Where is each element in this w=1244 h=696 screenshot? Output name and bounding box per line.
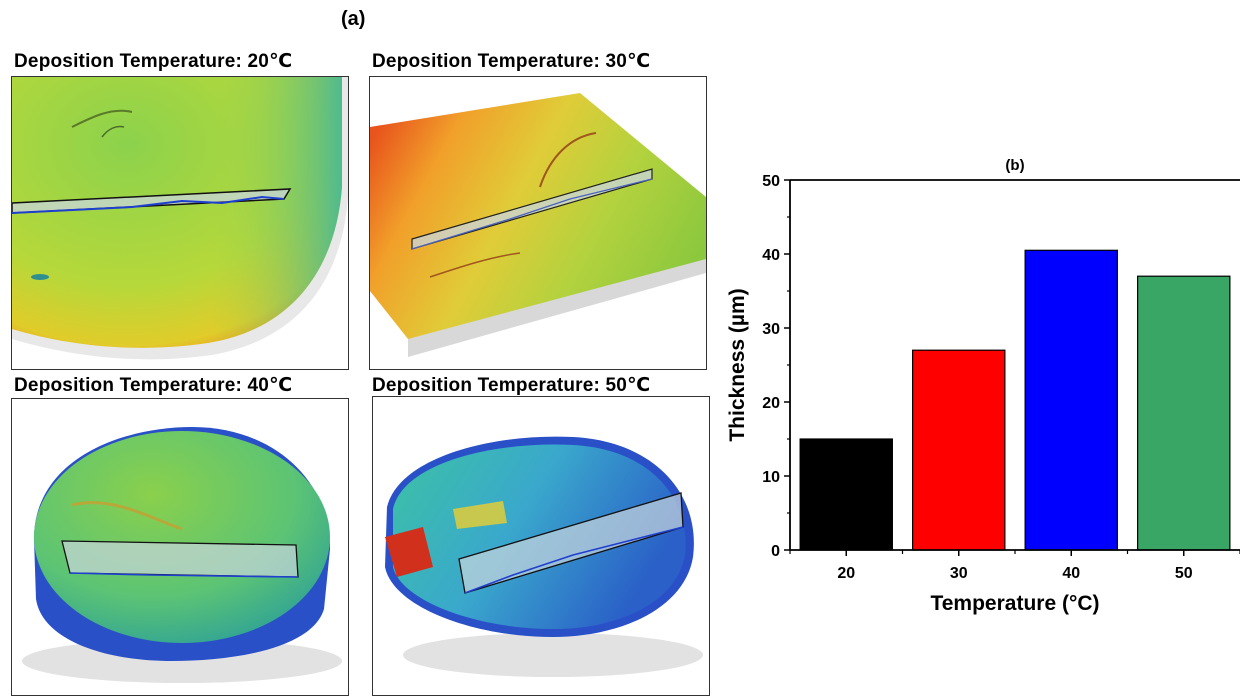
x-tick-label-30: 30 [950, 565, 968, 582]
thickness-bar-chart: (b) 20 30 40 50 0 10 20 30 40 50 Temperature (°C)… [726, 157, 1240, 615]
x-tick-label-50: 50 [1175, 565, 1193, 582]
panel-title-50: Deposition Temperature: 50℃ [372, 375, 651, 396]
chart-title: (b) [1005, 157, 1024, 174]
plot-area: 20 30 40 50 0 10 20 30 40 50 [762, 173, 1240, 582]
x-tick-label-40: 40 [1062, 565, 1080, 582]
surface-image-30 [369, 76, 707, 370]
y-tick-label-0: 0 [771, 543, 780, 560]
surface-image-40 [11, 398, 349, 696]
figure-label-a: (a) [341, 8, 366, 30]
y-tick-label-30: 30 [762, 321, 780, 338]
x-tick-label-20: 20 [837, 565, 855, 582]
surface-image-20 [11, 76, 349, 370]
y-axis-label: Thickness (µm) [726, 288, 749, 441]
panel-title-20: Deposition Temperature: 20℃ [14, 51, 293, 72]
panel-title-30: Deposition Temperature: 30℃ [372, 51, 651, 72]
panel-title-40: Deposition Temperature: 40℃ [14, 375, 293, 396]
y-tick-label-10: 10 [762, 469, 780, 486]
y-tick-label-40: 40 [762, 247, 780, 264]
y-tick-label-50: 50 [762, 173, 780, 190]
bar-20 [799, 438, 893, 551]
bar-30 [912, 349, 1006, 551]
bar-40 [1024, 249, 1118, 551]
bar-50 [1137, 275, 1231, 551]
x-axis-label: Temperature (°C) [930, 592, 1099, 615]
surface-image-50 [372, 396, 710, 696]
y-tick-label-20: 20 [762, 395, 780, 412]
